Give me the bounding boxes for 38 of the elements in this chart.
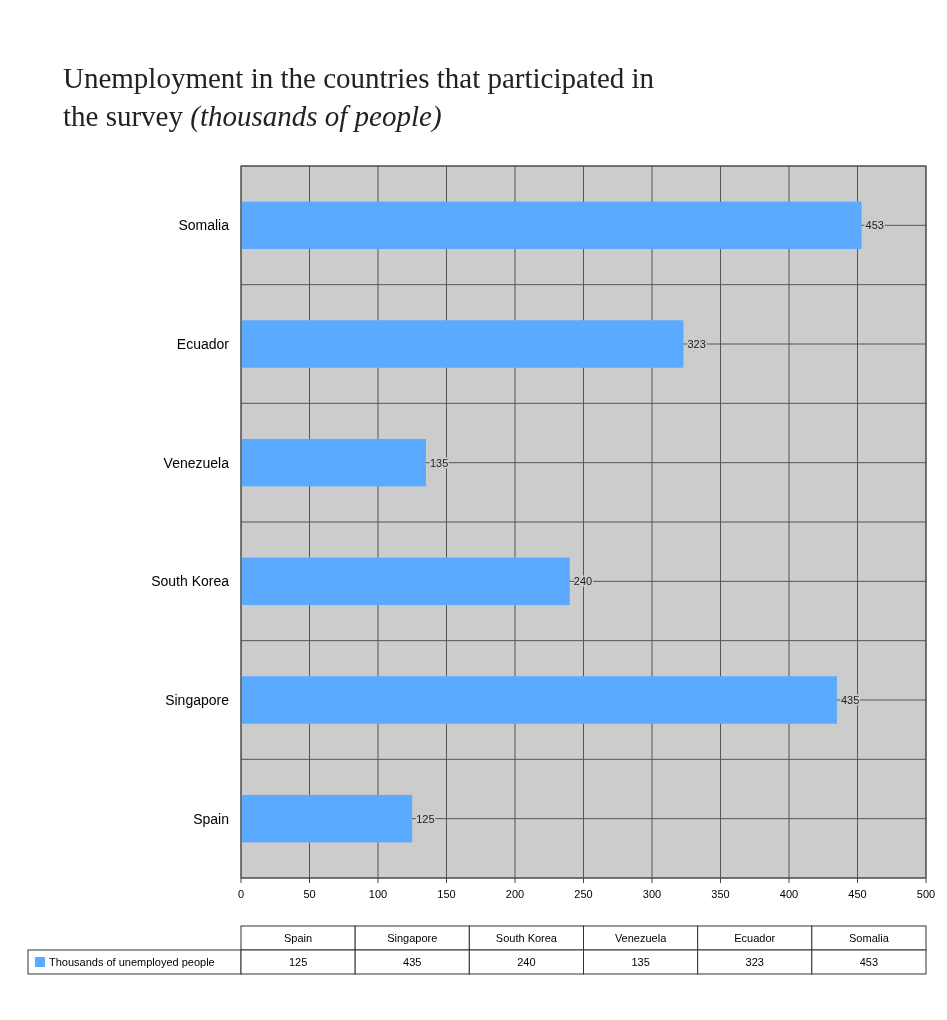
x-tick-label: 100 xyxy=(368,888,388,900)
category-label: Somalia xyxy=(849,932,890,944)
x-tick-label: 200 xyxy=(505,888,525,900)
data-label: 323 xyxy=(687,338,706,350)
x-tick-label: 250 xyxy=(574,888,593,900)
bar xyxy=(241,320,684,368)
x-tick-label: 0 xyxy=(237,888,245,900)
x-tick-label: 500 xyxy=(916,888,936,900)
x-tick-label: 150 xyxy=(437,888,456,900)
data-label: 125 xyxy=(288,956,308,968)
data-label: 435 xyxy=(403,956,422,968)
y-tick-label: South Korea xyxy=(151,573,230,590)
chart-title: Unemployment in the countries that participated in the survey (thousands of people) xyxy=(63,62,655,133)
x-tick-label: 400 xyxy=(779,888,799,900)
legend-label: Thousands of unemployed people xyxy=(49,956,215,968)
data-label: 323 xyxy=(745,956,764,968)
bar xyxy=(241,438,426,487)
category-label: South Korea xyxy=(495,932,558,944)
y-tick-label: Venezuela xyxy=(163,454,230,471)
y-tick-label: Ecuador xyxy=(176,336,230,352)
data-label: 135 xyxy=(631,956,650,968)
bar xyxy=(241,794,413,843)
bar xyxy=(241,557,570,606)
bar xyxy=(241,201,862,250)
category-label: Singapore xyxy=(387,932,438,944)
x-tick-label: 450 xyxy=(848,888,867,900)
y-tick-label: Spain xyxy=(193,810,229,827)
x-tick-label: 50 xyxy=(303,888,316,900)
bar xyxy=(241,676,837,724)
x-tick-label: 300 xyxy=(642,888,662,900)
category-label: Ecuador xyxy=(734,932,776,944)
y-tick-label: Somalia xyxy=(178,217,230,234)
category-label: Spain xyxy=(284,932,313,944)
y-tick-label: Singapore xyxy=(165,692,230,708)
data-label: 240 xyxy=(517,956,536,968)
x-tick-label: 350 xyxy=(711,888,730,900)
category-label: Venezuela xyxy=(614,932,668,944)
data-label: 453 xyxy=(859,956,879,968)
